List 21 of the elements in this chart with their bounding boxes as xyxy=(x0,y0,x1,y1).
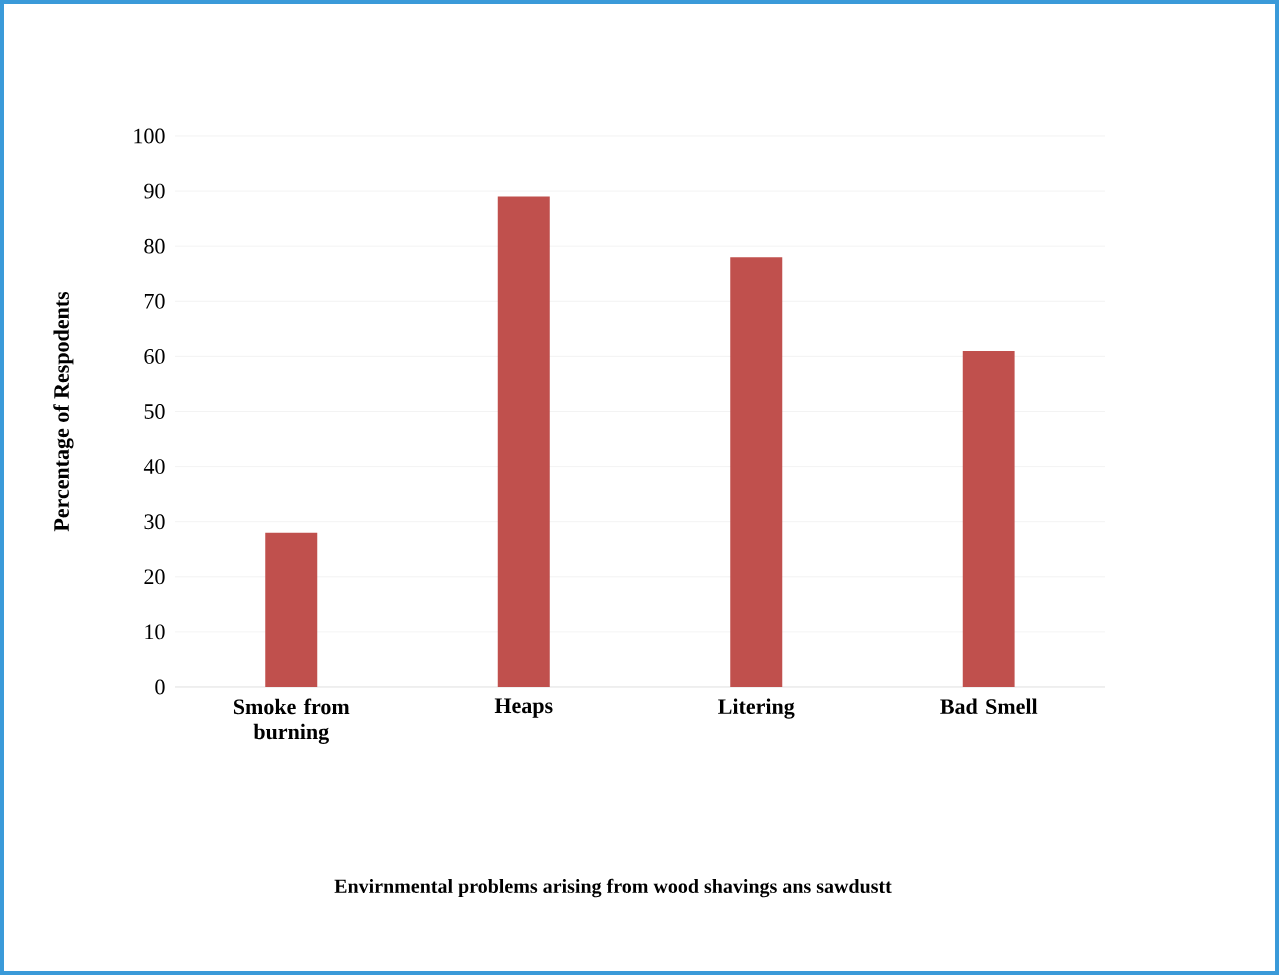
y-tick-label: 60 xyxy=(144,348,165,364)
text: Envirnmental problems arising from wood shavings ans sawdustt xyxy=(334,878,892,898)
x-tick-label: Litering xyxy=(718,698,795,719)
bar xyxy=(497,196,550,687)
y-tick-label: 100 xyxy=(134,128,165,144)
y-tick-label: 50 xyxy=(144,404,165,419)
y-tick-label: 40 xyxy=(143,459,165,475)
x-tick-label: Bad Smell xyxy=(940,698,1038,715)
y-tick-label: 80 xyxy=(144,238,165,254)
y-tick-label: 10 xyxy=(145,624,165,640)
y-tick-label: 30 xyxy=(144,514,165,530)
x-tick-label: Heaps xyxy=(494,698,553,718)
y-tick-label: 70 xyxy=(144,293,165,309)
bar xyxy=(962,350,1015,687)
y-tick-label: 0 xyxy=(155,679,165,695)
y-tick-label: 90 xyxy=(144,183,165,199)
y-axis-title: Percentage of Respodents xyxy=(53,291,74,532)
y-tick-label: 20 xyxy=(144,569,165,585)
bar xyxy=(730,257,783,687)
x-tick-label: Smoke from burning xyxy=(233,698,350,744)
bar xyxy=(265,532,318,687)
